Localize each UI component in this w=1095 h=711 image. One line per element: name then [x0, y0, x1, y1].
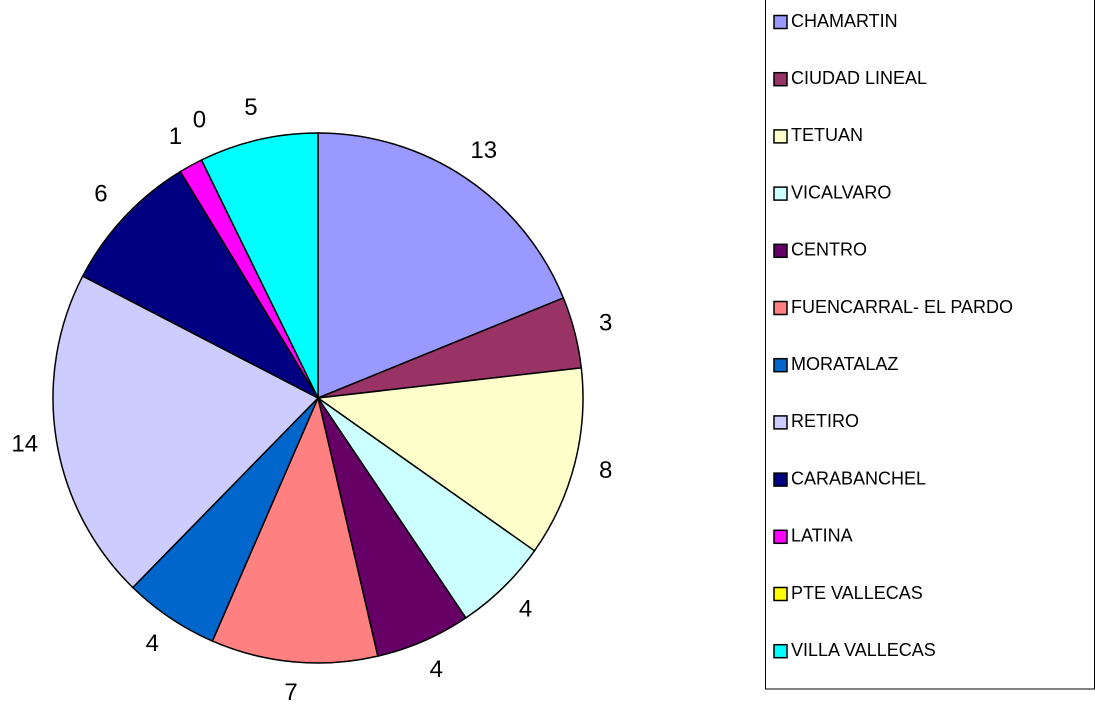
legend-swatch — [773, 586, 788, 602]
legend-label: CENTRO — [791, 240, 867, 260]
data-label: 4 — [146, 630, 159, 657]
legend-swatch — [773, 472, 788, 487]
data-label: 13 — [470, 137, 497, 164]
legend-swatch — [773, 129, 788, 144]
data-label: 5 — [244, 94, 257, 121]
legend-swatch — [773, 529, 788, 545]
legend-label: CHAMARTIN — [791, 11, 898, 31]
legend-label: CARABANCHEL — [791, 468, 926, 488]
data-label: 3 — [599, 310, 612, 337]
legend-swatch — [773, 14, 788, 30]
pie-slice — [52, 275, 320, 589]
data-label: 0 — [193, 107, 206, 134]
legend-swatch — [773, 300, 788, 316]
legend-label: TETUAN — [791, 125, 863, 145]
legend-swatch — [773, 71, 788, 87]
data-label: 7 — [284, 679, 297, 706]
data-label: 14 — [11, 430, 38, 457]
data-label: 8 — [599, 457, 612, 484]
legend-label: FUENCARRAL- EL PARDO — [791, 297, 1013, 317]
legend-swatch — [773, 415, 788, 430]
legend-label: PTE VALLECAS — [791, 583, 923, 603]
data-label: 4 — [430, 656, 443, 683]
pie-slice — [81, 170, 321, 400]
legend-label: MORATALAZ — [791, 354, 898, 374]
legend-swatch — [773, 243, 788, 259]
legend-label: RETIRO — [791, 411, 859, 431]
legend-label: CIUDAD LINEAL — [791, 68, 927, 88]
legend-label: VICALVARO — [791, 182, 891, 202]
legend-swatch — [773, 643, 788, 659]
legend-label: LATINA — [791, 526, 853, 546]
pie-slice — [200, 132, 319, 399]
pie-slice — [315, 367, 584, 552]
pie-slice — [317, 132, 565, 400]
data-label: 6 — [94, 181, 107, 208]
pie-slice — [211, 395, 379, 664]
legend-swatch — [773, 357, 788, 373]
legend-swatch — [773, 186, 788, 201]
data-label: 4 — [519, 596, 532, 623]
data-label: 1 — [169, 123, 182, 150]
legend-label: VILLA VALLECAS — [791, 640, 936, 660]
